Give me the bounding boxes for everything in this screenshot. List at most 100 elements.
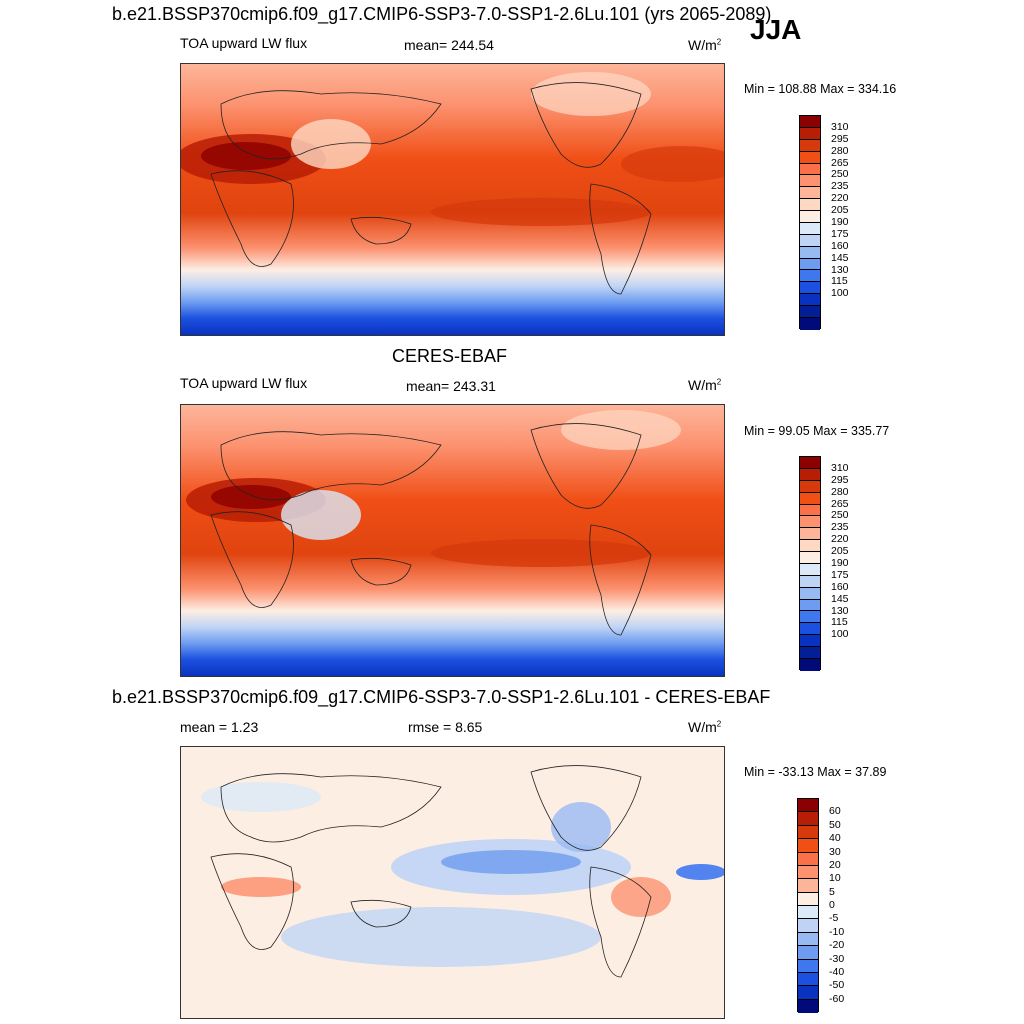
panel2-colorbar-tick-label: 100 (831, 628, 849, 641)
panel3-units: W/m2 (688, 719, 722, 735)
panel3-colorbar: 60 50 40 30 20 10 5 0 -5 -10 -20 -30 -40 -50 -60 (797, 798, 917, 1013)
panel2-colorbar-swatch (800, 504, 820, 517)
panel2-colorbar-swatch (800, 635, 820, 647)
panel2-colorbar-swatch (800, 457, 820, 469)
panel3-colorbar-swatch (798, 799, 818, 813)
panel2-colorbar: 310 295 280 265 250 235 220 205 190 175 160 145 130 1… (799, 456, 919, 671)
panel1-colorbar-tick-label: 250 (831, 168, 849, 181)
panel2-colorbar-tick-label: 280 (831, 485, 849, 498)
panel1-colorbar-swatch (800, 127, 820, 140)
panel2-colorbar-tick-label: 265 (831, 497, 849, 510)
panel1-colorbar: 310 295 280 265 250 235 220 205 190 175 160 145 130 1… (799, 115, 919, 330)
panel2-colorbar-tick-label: 205 (831, 545, 849, 558)
panel1-colorbar-swatch (800, 222, 820, 235)
panel3-colorbar-swatch (798, 919, 818, 933)
panel3-colorbar-tick-label: 60 (829, 805, 841, 818)
panel2-mean: mean= 243.31 (406, 378, 496, 394)
panel2-variable: TOA upward LW flux (180, 375, 308, 391)
panel2-colorbar-tick-label: 220 (831, 533, 849, 546)
panel3-colorbar-swatch (798, 865, 818, 880)
panel1-colorbar-tick-label: 295 (831, 132, 849, 145)
panel3-colorbar-swatch (798, 839, 818, 853)
panel3-map (180, 746, 725, 1019)
panel3-colorbar-tick-label: 20 (829, 858, 841, 871)
panel3-heading: b.e21.BSSP370cmip6.f09_g17.CMIP6-SSP3-7.… (112, 687, 771, 707)
panel2-colorbar-tick-label: 310 (831, 461, 849, 474)
panel2-colorbar-swatch (800, 480, 820, 493)
panel1-colorbar-swatch (800, 234, 820, 247)
panel2-colorbar-swatch (800, 516, 820, 529)
panel2-colorbar-swatch (800, 587, 820, 600)
panel3-rmse: rmse = 8.65 (408, 719, 483, 735)
panel3-colorbar-tick-label: 5 (829, 885, 835, 898)
panel2-colorbar-tick-label: 145 (831, 592, 849, 605)
panel2-colorbar-swatch (800, 468, 820, 481)
panel1-colorbar-swatch (800, 116, 820, 128)
panel3-colorbar-tick-label: -40 (829, 965, 845, 978)
panel1-units: W/m2 (688, 37, 722, 53)
panel1-minmax: Min = 108.88 Max = 334.16 (744, 82, 897, 96)
panel3-colorbar-swatch (798, 959, 818, 973)
panel3-colorbar-swatch (798, 972, 818, 987)
panel2-colorbar-swatch (800, 599, 820, 612)
panel3-colorbar-tick-label: -5 (829, 912, 839, 925)
panel1-colorbar-tick-label: 130 (831, 263, 849, 276)
panel2-colorbar-swatch (800, 647, 820, 659)
panel1-colorbar-tick-label: 265 (831, 156, 849, 169)
panel1-colorbar-swatch (800, 258, 820, 271)
panel2-colorbar-tick-label: 160 (831, 580, 849, 593)
panel3-colorbar-tick-label: 50 (829, 818, 841, 831)
panel2-heading: CERES-EBAF (392, 346, 508, 366)
panel1-colorbar-swatch (800, 270, 820, 283)
panel1-colorbar-swatch (800, 163, 820, 176)
panel3-colorbar-swatch (798, 986, 818, 1000)
panel1-colorbar-tick-label: 100 (831, 287, 849, 300)
panel3-colorbar-tick-label: 0 (829, 899, 835, 911)
panel2-colorbar-tick-label: 250 (831, 509, 849, 522)
panel2-colorbar-swatch (800, 623, 820, 636)
panel3-colorbar-tick-label: -20 (829, 939, 845, 952)
panel3-colorbar-swatch (798, 932, 818, 947)
panel3-colorbar-swatch (798, 879, 818, 893)
panel1-colorbar-tick-label: 220 (831, 192, 849, 205)
panel2-colorbar-swatch (800, 492, 820, 505)
panel2-units: W/m2 (688, 377, 722, 393)
panel1-colorbar-swatch (800, 282, 820, 295)
panel2-colorbar-swatch (800, 540, 820, 552)
panel2-colorbar-swatch (800, 611, 820, 624)
panel1-colorbar-tick-label: 175 (831, 227, 849, 240)
panel3-colorbar-tick-label: -10 (829, 925, 845, 938)
panel1-colorbar-tick-label: 145 (831, 251, 849, 264)
panel3-mean: mean = 1.23 (180, 719, 259, 735)
panel3-colorbar-swatch (798, 825, 818, 840)
panel1-colorbar-swatch (800, 211, 820, 223)
season-label: JJA (750, 14, 802, 45)
panel1-colorbar-tick-label: 160 (831, 239, 849, 252)
panel3-colorbar-tick-label: 30 (829, 845, 841, 858)
panel1-variable: TOA upward LW flux (180, 35, 308, 51)
panel1-colorbar-tick-label: 190 (831, 216, 849, 228)
panel3-colorbar-swatch (798, 906, 818, 920)
panel3-minmax: Min = -33.13 Max = 37.89 (744, 765, 887, 779)
panel2-colorbar-tick-label: 235 (831, 521, 849, 534)
panel1-colorbar-swatch (800, 294, 820, 306)
panel2-colorbar-tick-label: 115 (831, 616, 848, 629)
panel2-colorbar-tick-label: 175 (831, 568, 849, 581)
panel3-colorbar-swatch (798, 892, 818, 906)
panel2-colorbar-swatch (800, 528, 820, 541)
panel3-colorbar-swatch (798, 852, 818, 866)
panel2-minmax: Min = 99.05 Max = 335.77 (744, 424, 890, 438)
panel2-colorbar-swatch (800, 658, 820, 671)
panel2-colorbar-swatch (800, 563, 820, 576)
panel1-colorbar-tick-label: 205 (831, 204, 849, 217)
panel3-colorbar-tick-label: -30 (829, 952, 845, 965)
panel2-colorbar-tick-label: 295 (831, 473, 849, 486)
panel1-colorbar-swatch (800, 187, 820, 200)
panel1-map (180, 63, 725, 336)
panel2-colorbar-swatch (800, 552, 820, 564)
panel3-colorbar-tick-label: -60 (829, 992, 845, 1005)
panel1-mean: mean= 244.54 (404, 37, 494, 53)
panel3-colorbar-swatch (798, 999, 818, 1013)
panel2-colorbar-tick-label: 190 (831, 557, 849, 569)
panel2-map (180, 404, 725, 677)
